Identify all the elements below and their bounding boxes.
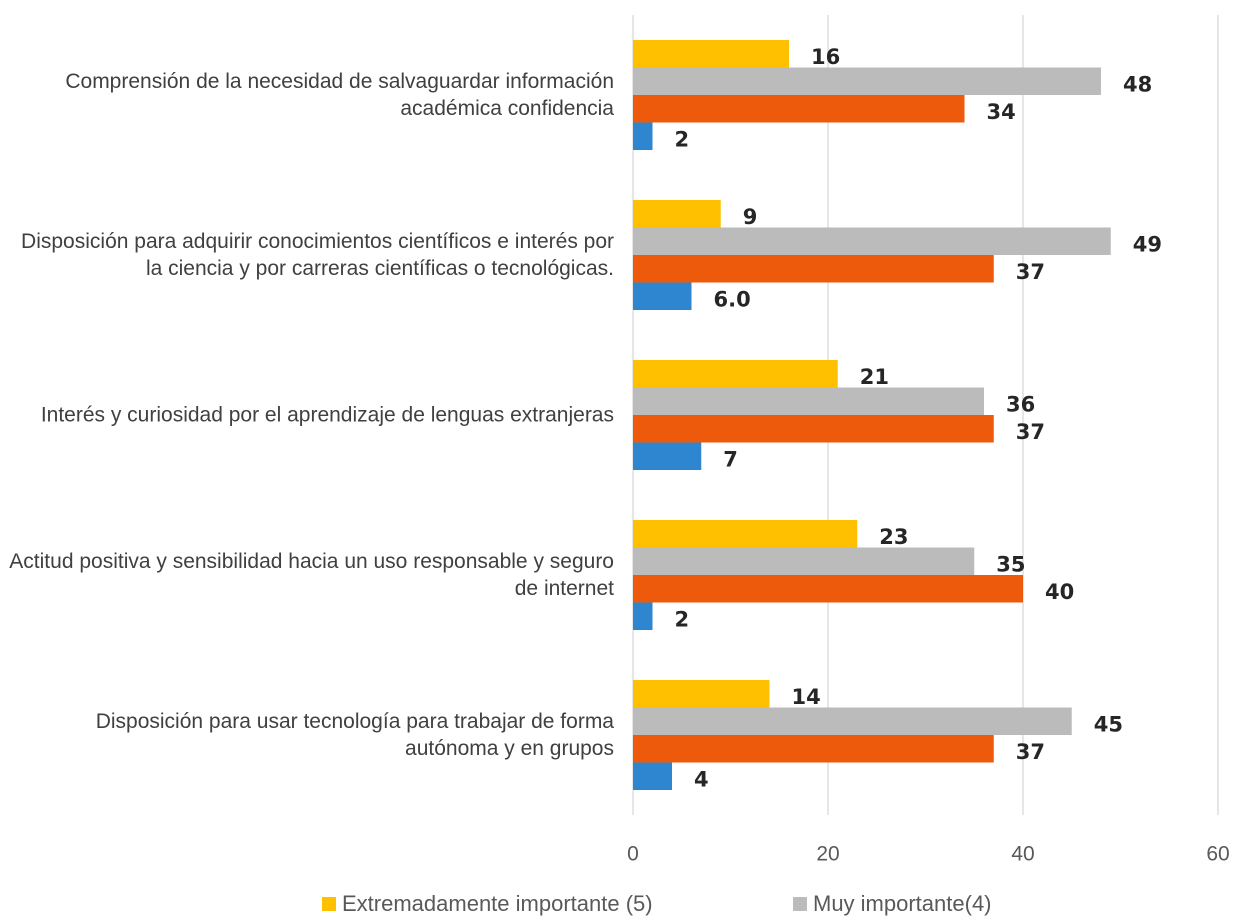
bar [633, 415, 994, 443]
data-label: 2 [675, 607, 690, 631]
data-label: 2 [675, 127, 690, 151]
legend-swatch [322, 897, 336, 911]
data-label: 40 [1045, 580, 1074, 604]
category-label: Disposición para usar tecnología para tr… [95, 710, 614, 760]
data-label: 35 [996, 552, 1025, 576]
bar [633, 227, 1111, 255]
bar [633, 122, 653, 150]
bar [633, 442, 702, 470]
bar [633, 282, 692, 310]
category-label: Interés y curiosidad por el aprendizaje … [40, 403, 614, 427]
data-label: 34 [987, 100, 1016, 124]
bar [633, 40, 789, 68]
bar [633, 387, 984, 415]
bar [633, 360, 838, 388]
bar [633, 680, 770, 708]
bar [633, 575, 1023, 603]
bar [633, 255, 994, 283]
bar [633, 200, 721, 228]
category-label: Disposición para adquirir conocimientos … [21, 230, 614, 280]
bar [633, 520, 858, 548]
bar [633, 762, 672, 790]
data-label: 37 [1016, 740, 1045, 764]
bar [633, 95, 965, 123]
data-label: 45 [1094, 712, 1123, 736]
x-tick-label: 40 [1011, 843, 1034, 866]
bar [633, 735, 994, 763]
data-label: 21 [860, 365, 889, 389]
bar [633, 547, 975, 575]
data-label: 14 [792, 685, 821, 709]
data-label: 37 [1016, 260, 1045, 284]
data-label: 48 [1123, 72, 1152, 96]
bar [633, 602, 653, 630]
data-label: 9 [743, 205, 758, 229]
data-label: 7 [723, 447, 738, 471]
x-tick-label: 0 [627, 843, 639, 866]
bar [633, 707, 1072, 735]
legend-swatch [793, 897, 807, 911]
category-label: Actitud positiva y sensibilidad hacia un… [9, 550, 614, 600]
legend-label: Extremadamente importante (5) [342, 891, 653, 916]
bar [633, 67, 1101, 95]
data-label: 23 [879, 525, 908, 549]
data-label: 4 [694, 767, 709, 791]
legend-label: Muy importante(4) [813, 891, 992, 916]
category-label: Comprensión de la necesidad de salvaguar… [65, 70, 614, 120]
data-label: 16 [811, 45, 840, 69]
data-label: 49 [1133, 232, 1162, 256]
data-label: 36 [1006, 392, 1035, 416]
data-label: 6.0 [714, 287, 751, 311]
x-tick-label: 20 [816, 843, 839, 866]
data-label: 37 [1016, 420, 1045, 444]
x-tick-label: 60 [1206, 843, 1229, 866]
